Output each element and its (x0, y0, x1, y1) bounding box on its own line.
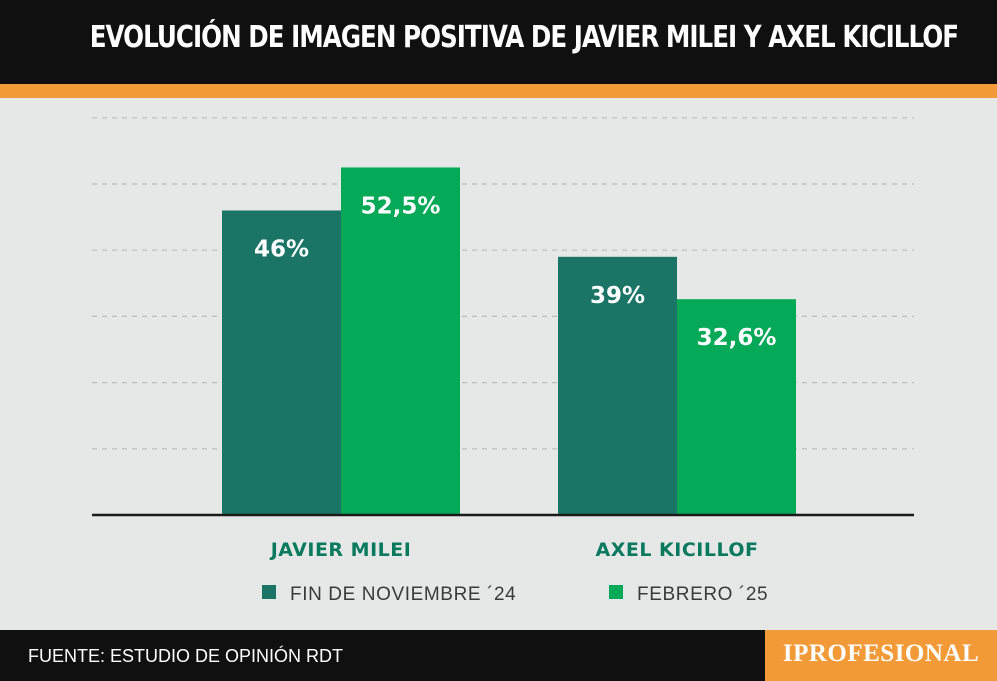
bars: 46% 52,5% 39% 32,6% (222, 167, 796, 515)
legend: FIN DE NOVIEMBRE ´24 FEBRERO ´25 (262, 584, 768, 605)
category-labels: JAVIER MILEI AXEL KICILLOF (269, 539, 758, 561)
legend-label: FEBRERO ´25 (637, 584, 768, 605)
footer-bar: FUENTE: ESTUDIO DE OPINIÓN RDT IPROFESIO… (0, 630, 997, 681)
bar (677, 299, 796, 515)
title-bar: EVOLUCIÓN DE IMAGEN POSITIVA DE JAVIER M… (0, 0, 997, 84)
data-label: 46% (254, 236, 309, 262)
source-note: FUENTE: ESTUDIO DE OPINIÓN RDT (28, 646, 344, 666)
brand-name: IPROFESIONAL (782, 640, 980, 667)
bar (558, 256, 677, 515)
data-label: 39% (590, 283, 645, 309)
data-label: 32,6% (697, 325, 777, 351)
bar (341, 167, 460, 515)
legend-swatch (609, 585, 623, 599)
bar (222, 210, 341, 515)
accent-stripe (0, 84, 997, 98)
chart-title: EVOLUCIÓN DE IMAGEN POSITIVA DE JAVIER M… (89, 20, 959, 55)
data-label: 52,5% (361, 193, 441, 219)
legend-swatch (262, 585, 276, 599)
legend-label: FIN DE NOVIEMBRE ´24 (290, 584, 516, 605)
bar-chart: 46% 52,5% 39% 32,6% JAVIER MILEI AXEL KICILL… (92, 117, 914, 605)
category-label: JAVIER MILEI (269, 539, 412, 561)
brand-logo: IPROFESIONAL (765, 630, 997, 681)
category-label: AXEL KICILLOF (595, 539, 758, 561)
